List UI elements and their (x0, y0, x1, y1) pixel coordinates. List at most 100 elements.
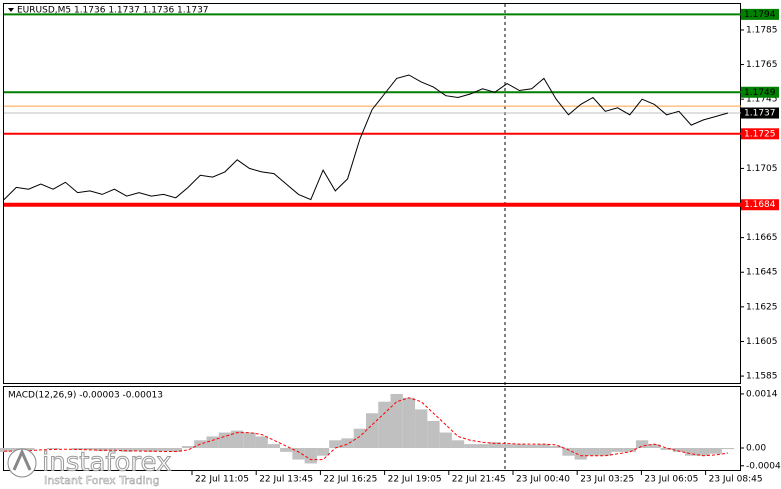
level-label-box (741, 8, 779, 20)
y-tick-label: 1.1585 (746, 372, 778, 382)
macd-bar (537, 444, 551, 448)
macd-bar (464, 444, 477, 448)
macd-bar (427, 420, 440, 448)
macd-bar (488, 442, 501, 448)
x-tick-label: 22 Jul 19:05 (388, 475, 442, 485)
macd-bar (292, 447, 305, 460)
macd-bar (439, 432, 452, 448)
macd-bar (243, 432, 256, 448)
macd-bar (329, 440, 342, 448)
level-label-box (741, 128, 779, 140)
brand: instaforex (42, 448, 171, 478)
x-tick-label: 23 Jul 00:40 (516, 475, 570, 485)
macd-bar (648, 444, 661, 448)
slogan: Instant Forex Trading (44, 474, 160, 487)
macd-bar (157, 447, 170, 452)
level-label: 1.1749 (744, 88, 776, 98)
y-tick-label: 1.1605 (746, 337, 778, 347)
menu-arrow (8, 8, 14, 12)
macd-header: MACD(12,26,9) -0.00003 -0.00013 (8, 391, 163, 401)
x-tick-label: 22 Jul 16:25 (323, 475, 377, 485)
level-label-box (741, 86, 779, 98)
macd-bar (96, 447, 109, 452)
watermark: instaforex Instant Forex Trading (7, 447, 172, 487)
macd-bar (0, 447, 11, 452)
macd-bar (500, 444, 514, 448)
macd-bar (402, 397, 416, 448)
macd-bar (574, 447, 587, 460)
macd-bar (525, 444, 538, 448)
y-tick-label: 1.1665 (746, 233, 778, 243)
x-tick-label: 22 Jul 11:05 (195, 475, 249, 485)
macd-bar (562, 447, 575, 456)
macd-frame (3, 386, 741, 471)
macd-bar (476, 444, 489, 448)
macd-bar (550, 446, 563, 448)
level-label: 1.1684 (744, 200, 776, 210)
y-tick-label: 1.1625 (746, 302, 778, 312)
macd-bar (145, 447, 158, 452)
macd-bar (623, 447, 636, 452)
macd-bar (132, 447, 146, 452)
macd-bar (71, 447, 84, 450)
level-label: 1.1725 (744, 129, 776, 139)
macd-bar (611, 447, 624, 452)
signal-line (4, 397, 729, 461)
macd-bar (586, 447, 600, 456)
level-label: 1.1794 (744, 10, 776, 20)
macd-bar (218, 432, 232, 448)
macd-bar (378, 401, 391, 448)
macd-bar (451, 440, 465, 448)
macd-bar (46, 447, 60, 450)
macd-bar (721, 447, 735, 450)
x-tick-label: 23 Jul 03:25 (580, 475, 634, 485)
y-tick-label: 0.00 (746, 443, 766, 453)
macd-bar (685, 447, 698, 456)
price-line (3, 74, 729, 201)
macd-bar (22, 447, 35, 450)
y-tick-label: 0.0014 (746, 389, 778, 399)
x-tick-label: 23 Jul 06:05 (644, 475, 698, 485)
level-label-box (741, 199, 779, 211)
macd-bar (206, 436, 219, 448)
x-tick-label: 23 Jul 08:45 (709, 475, 763, 485)
macd-bar (660, 447, 673, 450)
macd-bar (10, 447, 23, 452)
macd-bar (415, 409, 428, 448)
macd-bar (181, 446, 195, 448)
macd-bar (341, 438, 354, 448)
y-tick-label: 1.1645 (746, 268, 778, 278)
price-frame (3, 3, 741, 384)
macd-bar (169, 447, 182, 452)
current-price-box (741, 107, 779, 119)
x-tick-label: 22 Jul 21:45 (452, 475, 506, 485)
macd-bar (709, 447, 722, 454)
y-tick-label: 1.1745 (746, 95, 778, 105)
macd-bar (390, 393, 403, 448)
y-tick-label: 1.1765 (746, 60, 778, 70)
logo-mark (12, 448, 32, 471)
macd-bar (672, 447, 686, 452)
current-price-label: 1.1737 (744, 109, 776, 119)
macd-bar (513, 444, 526, 448)
macd-bar (366, 413, 379, 448)
price-header: EURUSD,M5 1.1736 1.1737 1.1736 1.1737 (17, 6, 209, 16)
macd-bar (304, 447, 317, 464)
macd-bar (108, 447, 121, 450)
macd-bar (255, 436, 268, 448)
y-tick-label: -0.00046 (746, 461, 781, 471)
x-tick-label: 22 Jul 13:45 (259, 475, 313, 485)
macd-bar (635, 440, 649, 448)
macd-bar (316, 447, 330, 456)
y-tick-label: 1.1705 (746, 164, 778, 174)
macd-bar (599, 447, 612, 456)
macd-bar (697, 447, 710, 456)
macd-bar (231, 430, 244, 448)
macd-bar (280, 447, 293, 452)
y-tick-label: 1.1785 (746, 25, 778, 35)
macd-bar (120, 447, 133, 452)
macd-bar (83, 447, 97, 450)
macd-bar (267, 444, 281, 448)
macd-bar (353, 428, 366, 448)
